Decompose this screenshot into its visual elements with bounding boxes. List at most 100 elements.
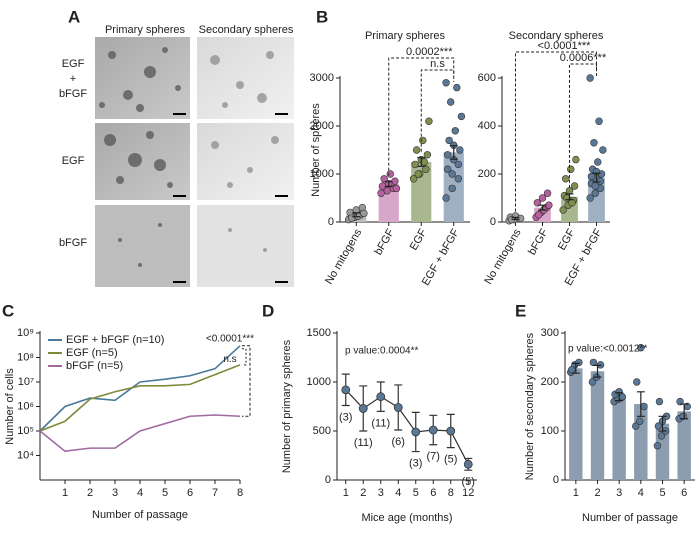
y-axis-label: Number of cells	[4, 368, 16, 445]
data-point	[347, 214, 356, 222]
error-bar	[592, 172, 601, 183]
point-label: (6)	[392, 436, 405, 448]
point-label: (3)	[409, 457, 422, 469]
data-point	[559, 206, 567, 214]
y-axis-label: Number of spheres	[310, 103, 322, 197]
data-point	[655, 397, 664, 406]
data-point	[411, 427, 421, 437]
row-label: EGF	[62, 155, 85, 167]
error-bar	[565, 193, 574, 201]
error-bar	[417, 157, 426, 167]
panel-letter: A	[68, 7, 80, 26]
data-point	[676, 397, 684, 406]
data-point	[568, 199, 576, 207]
data-point	[451, 127, 459, 135]
point-label: (5)	[444, 454, 457, 466]
data-point	[454, 175, 463, 183]
data-point	[443, 165, 452, 173]
annotation: p value:<0.0012**	[568, 344, 647, 355]
significance-bracket	[420, 69, 455, 152]
data-point	[636, 417, 644, 425]
data-point	[443, 151, 452, 159]
data-point	[392, 184, 401, 193]
point-label: (3)	[339, 411, 352, 423]
row-label: bFGF	[59, 237, 87, 249]
data-point	[442, 194, 450, 202]
row-label: +	[70, 73, 76, 85]
y-tick-label: 10⁵	[17, 425, 34, 437]
x-tick-label: 8	[237, 487, 243, 499]
data-point	[633, 378, 641, 386]
error-bar	[384, 181, 393, 188]
bar	[590, 371, 605, 480]
significance-label: 0.0002***	[406, 46, 453, 58]
y-tick-label: 10⁷	[18, 376, 34, 388]
error-bar	[658, 415, 667, 432]
x-tick-label: 2	[594, 487, 600, 499]
significance-bracket	[569, 63, 597, 188]
row-label: bFGF	[59, 88, 87, 100]
x-tick-label: 2	[87, 487, 93, 499]
x-tick-label: 5	[413, 487, 419, 499]
y-tick-label: 300	[541, 327, 559, 339]
legend-label: EGF + bFGF (n=10)	[66, 334, 164, 346]
error-bar	[636, 391, 645, 417]
x-tick-label: 6	[430, 487, 436, 499]
y-tick-label: 10⁸	[17, 351, 34, 363]
data-point	[377, 189, 385, 197]
data-point	[446, 98, 455, 106]
significance-label: <0.0001***	[206, 333, 254, 344]
x-tick-label: bFGF	[526, 227, 551, 258]
x-tick-label: bFGF	[372, 227, 397, 258]
data-point	[409, 175, 418, 183]
data-point	[456, 146, 464, 154]
data-point	[386, 170, 394, 178]
y-axis-label: Number of primary spheres	[281, 339, 293, 473]
y-tick-label: 3000	[310, 72, 334, 84]
error-bar	[352, 212, 361, 218]
x-tick-label: 3	[112, 487, 118, 499]
annotation: p value:0.0004**	[345, 346, 419, 357]
y-axis-label: Number of secondary spheres	[524, 332, 536, 480]
x-axis-label: Number of passage	[582, 512, 678, 524]
significance-label: n.s	[430, 58, 445, 70]
y-tick-label: 400	[478, 120, 496, 132]
significance-bracket	[242, 348, 247, 366]
data-point	[414, 170, 422, 178]
data-point	[568, 366, 576, 374]
row-label: EGF	[62, 58, 85, 70]
y-tick-label: 10⁹	[17, 327, 34, 339]
data-point	[589, 358, 598, 367]
point-label: (7)	[427, 451, 440, 463]
data-point	[590, 139, 598, 147]
legend-label: EGF (n=5)	[66, 347, 118, 359]
data-point	[423, 151, 432, 159]
data-point	[572, 155, 580, 164]
significance-bracket	[515, 51, 597, 212]
error-bar	[449, 145, 458, 160]
x-tick-label: 5	[659, 487, 665, 499]
y-tick-label: 600	[478, 72, 496, 84]
y-tick-label: 1500	[307, 327, 331, 339]
significance-label: n.s	[223, 354, 236, 365]
column-header: Primary spheres	[105, 24, 186, 36]
y-tick-label: 1000	[307, 376, 331, 388]
bar	[569, 368, 583, 480]
data-point	[654, 422, 663, 430]
x-tick-label: 1	[573, 487, 579, 499]
y-tick-label: 100	[541, 425, 559, 437]
data-point	[411, 160, 419, 169]
y-tick-label: 10⁶	[17, 400, 34, 412]
legend-label: bFGF (n=5)	[66, 360, 123, 372]
data-point	[453, 83, 461, 92]
data-point	[446, 426, 456, 436]
data-point	[380, 175, 388, 183]
data-point	[428, 425, 438, 435]
data-point	[445, 136, 453, 145]
y-tick-label: 0	[553, 474, 559, 486]
data-point	[538, 194, 547, 202]
chart-title: Secondary spheres	[509, 30, 604, 42]
x-tick-label: EGF	[408, 227, 430, 253]
significance-bracket	[242, 345, 251, 417]
